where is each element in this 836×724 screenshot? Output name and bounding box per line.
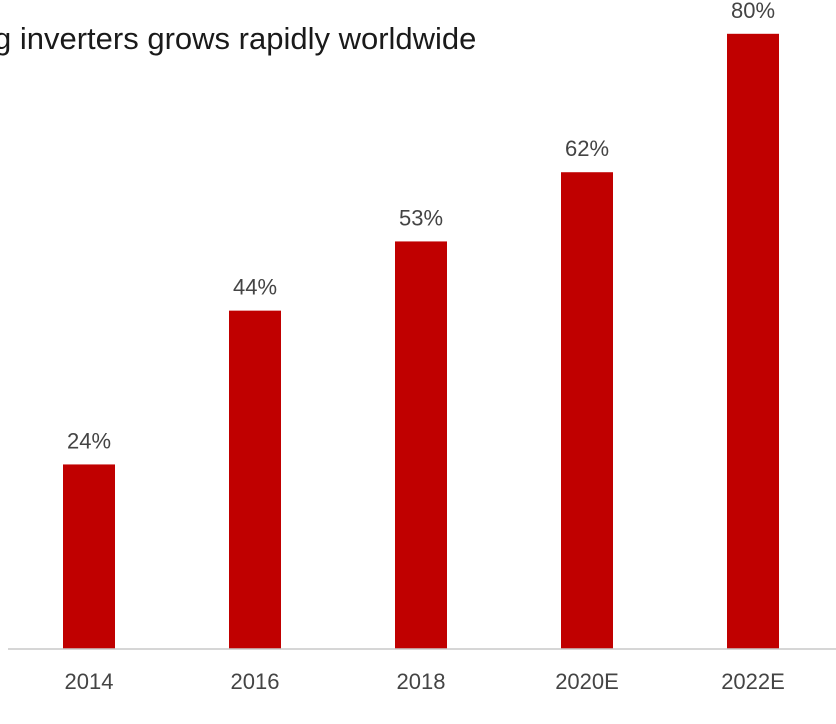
x-tick-labels-group: 2014 2016 2018 2020E 2022E bbox=[65, 669, 785, 694]
x-tick-label-2014: 2014 bbox=[65, 669, 114, 694]
data-label-2020e: 62% bbox=[565, 136, 609, 161]
data-label-2018: 53% bbox=[399, 205, 443, 230]
bar-2020e bbox=[561, 172, 613, 649]
bar-2014 bbox=[63, 464, 115, 649]
bars-group bbox=[63, 33, 779, 650]
bar-2022e bbox=[727, 33, 779, 650]
data-label-2016: 44% bbox=[233, 275, 277, 300]
x-tick-label-2018: 2018 bbox=[397, 669, 446, 694]
data-label-2014: 24% bbox=[67, 428, 111, 453]
data-label-2022e: 80% bbox=[731, 0, 775, 23]
bar-2018 bbox=[395, 241, 447, 649]
bar-2016 bbox=[229, 310, 281, 649]
value-labels-group: 24% 44% 53% 62% 80% bbox=[67, 0, 775, 453]
x-tick-label-2016: 2016 bbox=[231, 669, 280, 694]
x-tick-label-2022e: 2022E bbox=[721, 669, 785, 694]
chart-title: g inverters grows rapidly worldwide bbox=[0, 21, 476, 56]
x-tick-label-2020e: 2020E bbox=[555, 669, 619, 694]
